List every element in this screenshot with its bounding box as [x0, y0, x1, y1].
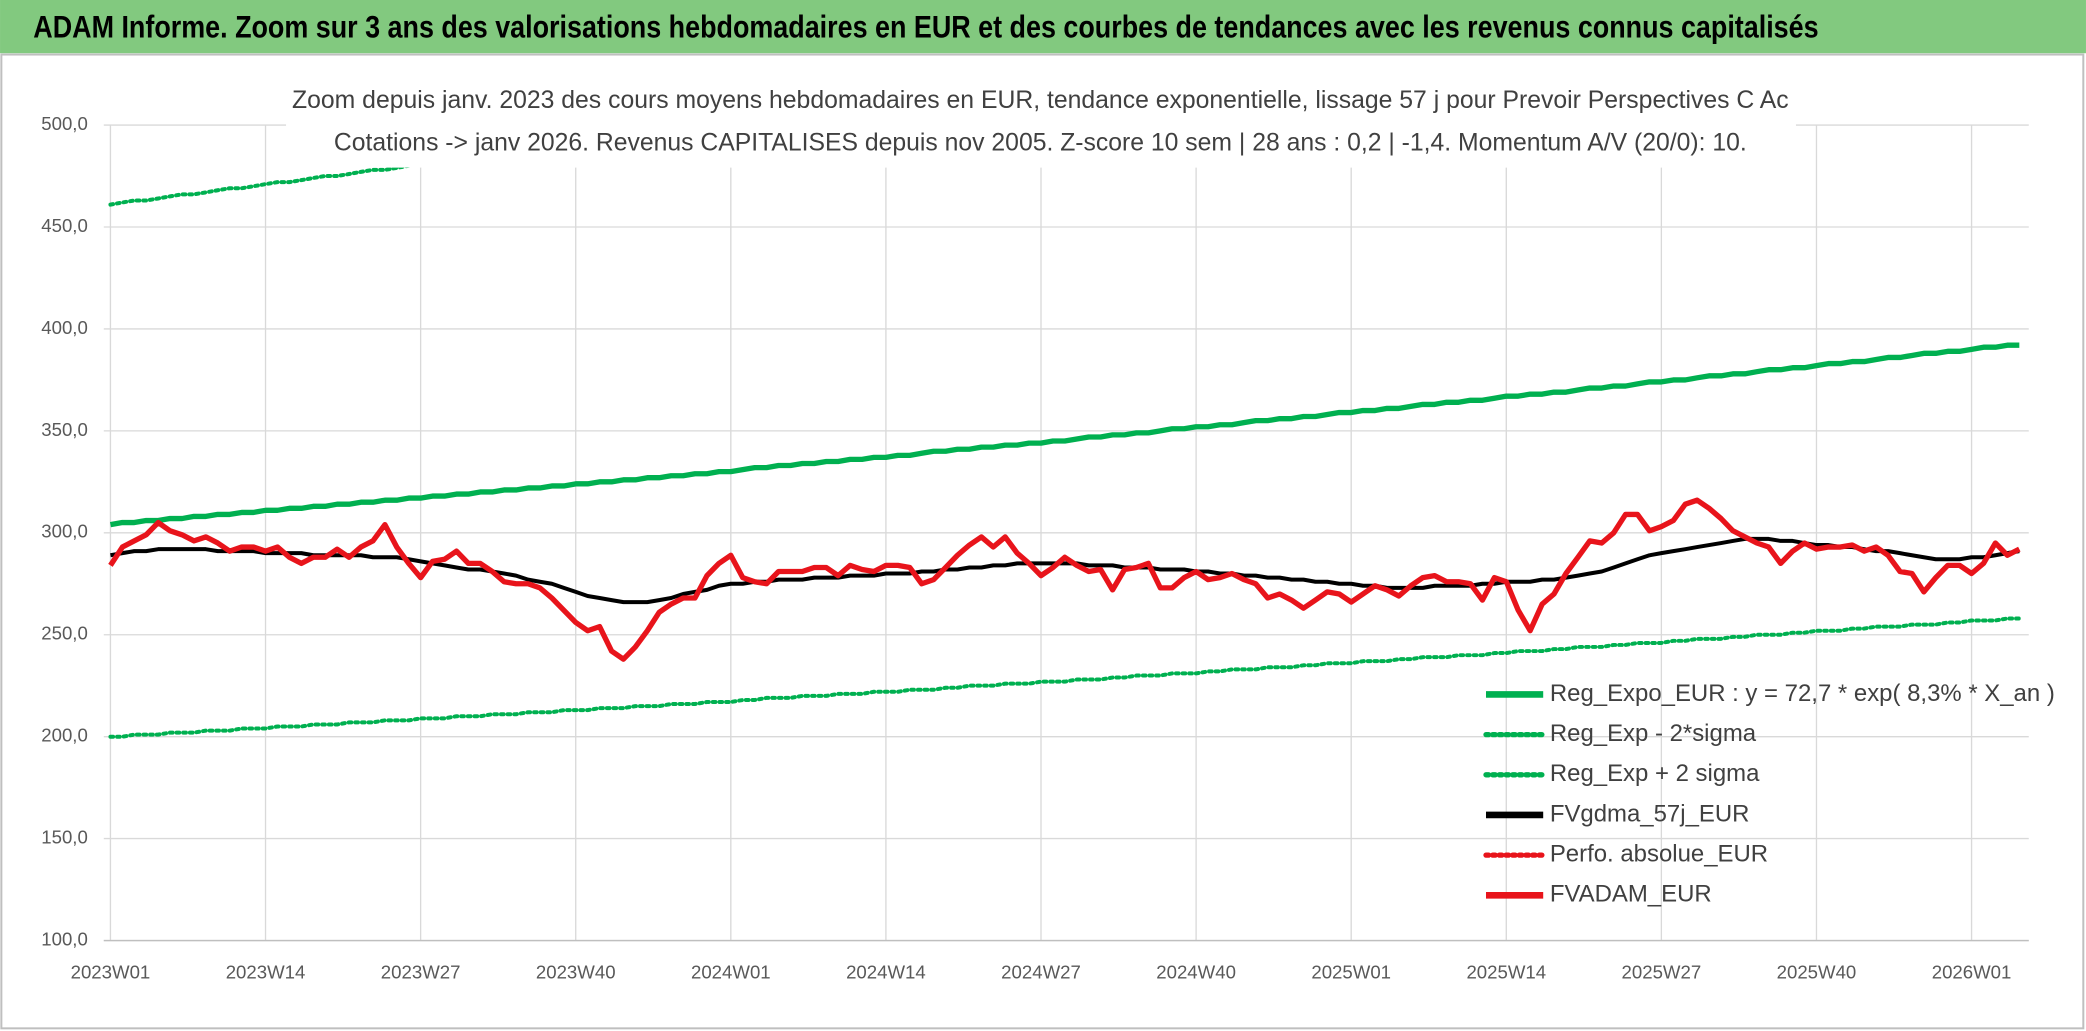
- x-tick-label: 2023W27: [381, 962, 461, 983]
- y-tick-label: 500,0: [41, 113, 88, 134]
- y-tick-label: 300,0: [41, 521, 88, 542]
- subtitle: Zoom depuis janv. 2023 des cours moyens …: [292, 86, 1789, 114]
- y-tick-label: 450,0: [41, 215, 88, 236]
- y-tick-label: 400,0: [41, 317, 88, 338]
- legend-label: FVADAM_EUR: [1550, 881, 1712, 908]
- x-tick-label: 2025W40: [1777, 962, 1857, 983]
- x-tick-label: 2026W01: [1932, 962, 2012, 983]
- grid: [103, 124, 2029, 942]
- legend-label: Reg_Expo_EUR : y = 72,7 * exp( 8,3% * X_…: [1550, 680, 2055, 707]
- x-tick-label: 2025W27: [1622, 962, 1702, 983]
- series-lines: [108, 122, 2022, 739]
- y-tick-label: 350,0: [41, 419, 88, 440]
- x-tick-label: 2024W27: [1001, 962, 1081, 983]
- legend-label: Reg_Exp - 2*sigma: [1550, 720, 1757, 747]
- y-tick-label: 150,0: [41, 827, 88, 848]
- legend-label: FVgdma_57j_EUR: [1550, 800, 1750, 827]
- x-tick-label: 2024W14: [846, 962, 926, 983]
- x-tick-label: 2023W40: [536, 962, 616, 983]
- y-tick-label: 250,0: [41, 623, 88, 644]
- y-tick-label: 100,0: [41, 928, 88, 949]
- legend-label: Perfo. absolue_EUR: [1550, 840, 1768, 867]
- x-tick-label: 2023W01: [71, 962, 151, 983]
- chart-title: ADAM Informe. Zoom sur 3 ans des valoris…: [33, 9, 1818, 45]
- legend: Reg_Expo_EUR : y = 72,7 * exp( 8,3% * X_…: [1483, 680, 2055, 908]
- axes: 100,0 150,0 200,0 250,0 300,0 350,0 400,0 450,0…: [41, 113, 2029, 983]
- x-tick-label: 2024W40: [1156, 962, 1236, 983]
- subtitle-box: [286, 77, 1796, 168]
- legend-label: Reg_Exp + 2 sigma: [1550, 760, 1760, 787]
- series-line: [108, 497, 2021, 662]
- x-tick-label: 2025W01: [1311, 962, 1391, 983]
- series-line: [109, 342, 2020, 528]
- x-tick-label: 2025W14: [1466, 962, 1546, 983]
- chart-frame: [0, 53, 2085, 1030]
- series-line: [108, 616, 2022, 739]
- subtitle: Cotations -> janv 2026. Revenus CAPITALI…: [334, 128, 1747, 156]
- x-tick-label: 2024W01: [691, 962, 771, 983]
- header-bar: [0, 0, 2086, 54]
- y-tick-label: 200,0: [41, 725, 88, 746]
- x-tick-label: 2023W14: [226, 962, 306, 983]
